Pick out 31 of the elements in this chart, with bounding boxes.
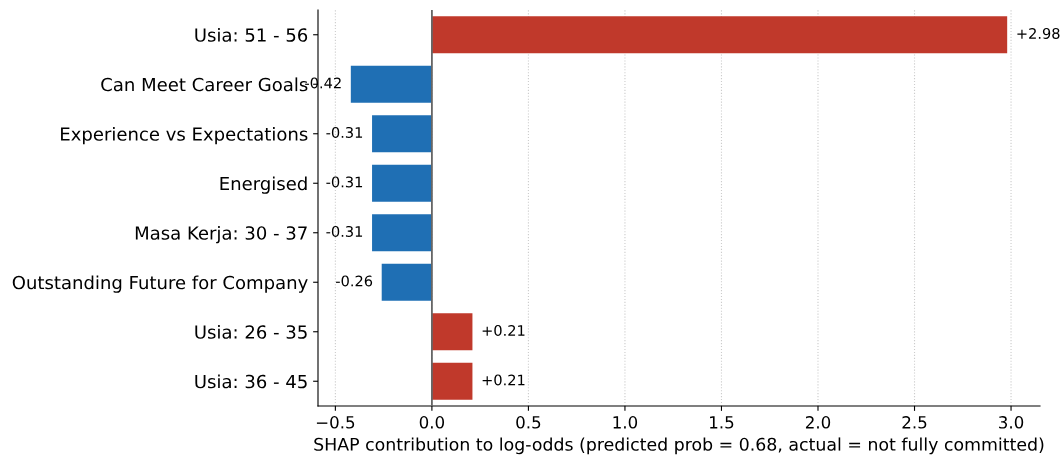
data-label: -0.31 — [326, 126, 363, 138]
bar — [372, 164, 432, 202]
x-tick-label: 1.0 — [613, 416, 638, 429]
y-tick-label: Usia: 51 - 56 — [195, 27, 308, 42]
data-label: +0.21 — [482, 374, 525, 386]
bar — [372, 115, 432, 153]
bar — [431, 313, 473, 351]
y-tick-label: Masa Kerja: 30 - 37 — [135, 225, 307, 244]
x-tick-label: 3.0 — [999, 416, 1024, 429]
y-tick-label: Experience vs Expectations — [61, 126, 308, 145]
y-tick-label: Outstanding Future for Company — [12, 275, 308, 293]
data-label: -0.31 — [326, 225, 363, 237]
x-tick-label: 0.0 — [419, 416, 445, 429]
bar — [431, 16, 1008, 54]
x-tick-label: −0.5 — [316, 416, 355, 429]
data-label: -0.31 — [326, 176, 363, 188]
bar — [350, 65, 432, 103]
data-label: +2.98 — [1017, 27, 1060, 39]
bar — [372, 214, 432, 252]
data-label: +0.21 — [482, 324, 525, 336]
x-tick-label: 2.0 — [805, 416, 831, 429]
x-axis-title: SHAP contribution to log-odds (predicted prob = 0.68, actual = not fully committed) — [314, 437, 1044, 455]
bar — [431, 362, 473, 400]
bar — [381, 263, 432, 301]
x-tick-label: 2.5 — [902, 416, 927, 429]
y-tick-label: Energised — [220, 176, 307, 194]
x-tick-label: 1.5 — [710, 416, 734, 429]
x-tick-label: 0.5 — [516, 416, 541, 429]
data-label: -0.26 — [336, 275, 373, 287]
y-tick-label: Usia: 26 - 35 — [195, 324, 307, 339]
y-tick-label: Usia: 36 - 45 — [195, 374, 307, 389]
